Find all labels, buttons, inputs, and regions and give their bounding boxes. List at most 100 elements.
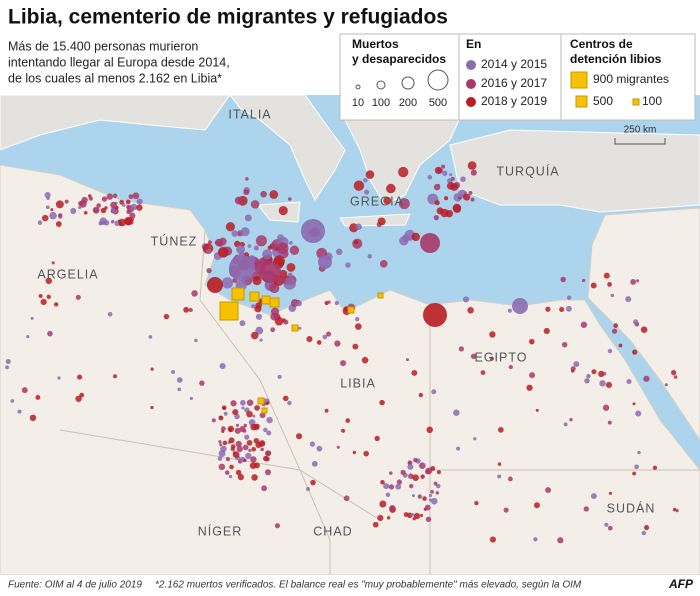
casualty-dot (219, 362, 226, 370)
casualty-dot (150, 405, 154, 410)
casualty-dot (427, 175, 433, 180)
casualty-dot (318, 255, 332, 269)
casualty-dot (231, 230, 238, 237)
casualty-dot (335, 248, 343, 256)
casualty-dot (583, 506, 589, 512)
casualty-dot (626, 378, 632, 385)
casualty-dot (379, 500, 387, 508)
casualty-dot (242, 444, 249, 451)
casualty-dot (235, 469, 242, 476)
casualty-dot (148, 335, 153, 339)
casualty-dot (336, 445, 340, 449)
subtitle-line: de los cuales al menos 2.162 en Libia* (8, 71, 222, 85)
casualty-dot (5, 359, 11, 365)
subtitle-line: Más de 15.400 personas murieron (8, 39, 198, 53)
casualty-dot (235, 440, 242, 448)
casualty-dot (266, 416, 273, 424)
detention-center (261, 407, 268, 414)
casualty-dot (41, 214, 49, 222)
casualty-dot (88, 196, 93, 201)
casualty-dot (433, 215, 439, 221)
casualty-dot (251, 304, 256, 309)
detention-center (249, 291, 260, 302)
casualty-dot (497, 462, 502, 466)
casualty-dot (508, 364, 513, 370)
casualty-dot (254, 405, 260, 411)
scale-bar: 250 km (614, 125, 666, 145)
casualty-dot (218, 440, 222, 444)
casualty-dot (217, 456, 223, 461)
casualty-dot (277, 374, 282, 379)
casualty-dot (458, 346, 465, 352)
casualty-dot (365, 170, 375, 179)
casualty-dot (263, 455, 269, 462)
casualty-dot (130, 203, 138, 211)
casualty-dot (243, 458, 247, 463)
casualty-dot (207, 277, 223, 293)
casualty-dot (96, 203, 102, 208)
detention-center (257, 397, 265, 405)
casualty-dot (250, 331, 259, 340)
casualty-dot (419, 513, 424, 517)
casualty-dot (234, 427, 241, 434)
casualty-dot (92, 206, 100, 214)
casualty-dot (255, 313, 262, 320)
casualty-dot (503, 507, 509, 513)
casualty-dot (341, 428, 346, 433)
casualty-dot (468, 190, 473, 195)
casualty-dot (633, 319, 639, 325)
country-label: CHAD (313, 524, 352, 538)
casualty-dot (125, 199, 131, 205)
casualty-dot (266, 430, 272, 436)
casualty-dot (507, 308, 512, 313)
casualty-dot (55, 200, 64, 209)
casualty-dot (389, 471, 393, 475)
casualty-dot (413, 457, 418, 463)
casualty-dot (640, 326, 648, 334)
casualty-dot (228, 474, 233, 479)
casualty-dot (58, 213, 63, 218)
casualty-dot (345, 418, 351, 423)
casualty-dot (580, 321, 588, 328)
casualty-dot (258, 440, 266, 447)
casualty-dot (260, 447, 264, 452)
casualty-dot (441, 164, 446, 169)
legend-center-label: 100 (642, 94, 662, 108)
casualty-dot (53, 302, 59, 307)
casualty-dot (288, 197, 292, 201)
casualty-dot (267, 245, 272, 250)
casualty-dot (232, 409, 239, 416)
casualty-dot (411, 494, 415, 498)
casualty-dot (252, 275, 262, 286)
casualty-dot (664, 383, 668, 387)
casualty-dot (569, 418, 573, 422)
casualty-dot (49, 211, 57, 220)
casualty-dot (395, 483, 402, 490)
casualty-dot (110, 201, 117, 209)
casualty-dot (250, 423, 257, 431)
casualty-dot (498, 427, 504, 433)
casualty-dot (473, 437, 477, 441)
casualty-dot (17, 409, 22, 414)
casualty-dot (207, 240, 212, 245)
detention-centers (219, 287, 384, 414)
casualty-dot (228, 437, 235, 444)
casualty-dot (400, 469, 406, 476)
casualty-dot (263, 427, 268, 433)
legend-period-label: 2018 y 2019 (481, 94, 547, 108)
detention-center (347, 306, 355, 314)
casualty-dot (434, 200, 440, 206)
casualty-dot (221, 277, 233, 289)
casualty-dot (398, 166, 409, 178)
casualty-dot (543, 327, 550, 335)
casualty-dot (51, 261, 55, 265)
casualty-dot (223, 411, 228, 416)
casualty-dot (334, 300, 340, 306)
casualty-dot (150, 367, 154, 371)
casualty-dot (581, 278, 586, 283)
casualty-dot (632, 349, 638, 355)
casualty-dot (418, 392, 424, 398)
casualty-dot (424, 504, 431, 511)
legend-title: y desaparecidos (352, 52, 446, 66)
